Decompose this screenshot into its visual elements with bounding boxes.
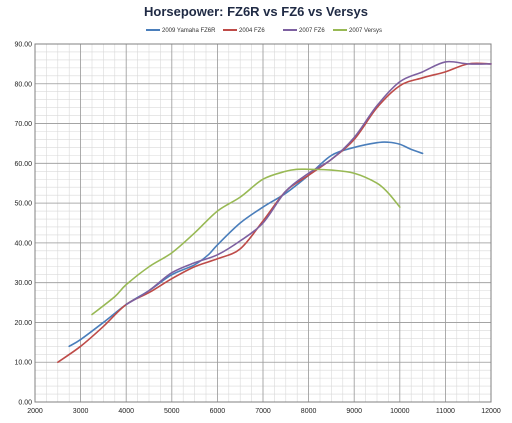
y-tick-label: 10.00 bbox=[14, 360, 32, 367]
series-line-2007-versys bbox=[91, 168, 401, 316]
y-tick-label: 0.00 bbox=[18, 400, 32, 407]
x-tick-label: 6000 bbox=[210, 408, 226, 415]
x-tick-label: 3000 bbox=[73, 408, 89, 415]
chart-title: Horsepower: FZ6R vs FZ6 vs Versys bbox=[144, 4, 368, 19]
y-tick-label: 60.00 bbox=[14, 161, 32, 168]
x-tick-label: 12000 bbox=[481, 408, 501, 415]
x-tick-label: 2000 bbox=[27, 408, 43, 415]
x-tick-label: 10000 bbox=[390, 408, 410, 415]
x-tick-label: 11000 bbox=[436, 408, 455, 415]
legend-label: 2004 FZ6 bbox=[239, 28, 265, 34]
x-tick-label: 7000 bbox=[255, 408, 271, 415]
y-tick-label: 20.00 bbox=[14, 320, 32, 327]
x-tick-label: 8000 bbox=[301, 408, 317, 415]
plot-border bbox=[34, 43, 492, 403]
y-tick-label: 50.00 bbox=[14, 201, 32, 208]
legend-label: 2007 FZ6 bbox=[299, 28, 325, 34]
y-tick-label: 40.00 bbox=[14, 240, 32, 247]
x-tick-label: 5000 bbox=[164, 408, 180, 415]
x-tick-label: 9000 bbox=[346, 408, 362, 415]
legend-label: 2009 Yamaha FZ6R bbox=[162, 28, 216, 34]
legend-label: 2007 Versys bbox=[349, 28, 382, 34]
series-line-2007-fz6 bbox=[125, 60, 492, 306]
y-tick-label: 90.00 bbox=[14, 42, 32, 49]
y-tick-label: 30.00 bbox=[14, 280, 32, 287]
y-tick-label: 70.00 bbox=[14, 121, 32, 128]
y-tick-label: 80.00 bbox=[14, 81, 32, 88]
x-tick-label: 4000 bbox=[118, 408, 134, 415]
